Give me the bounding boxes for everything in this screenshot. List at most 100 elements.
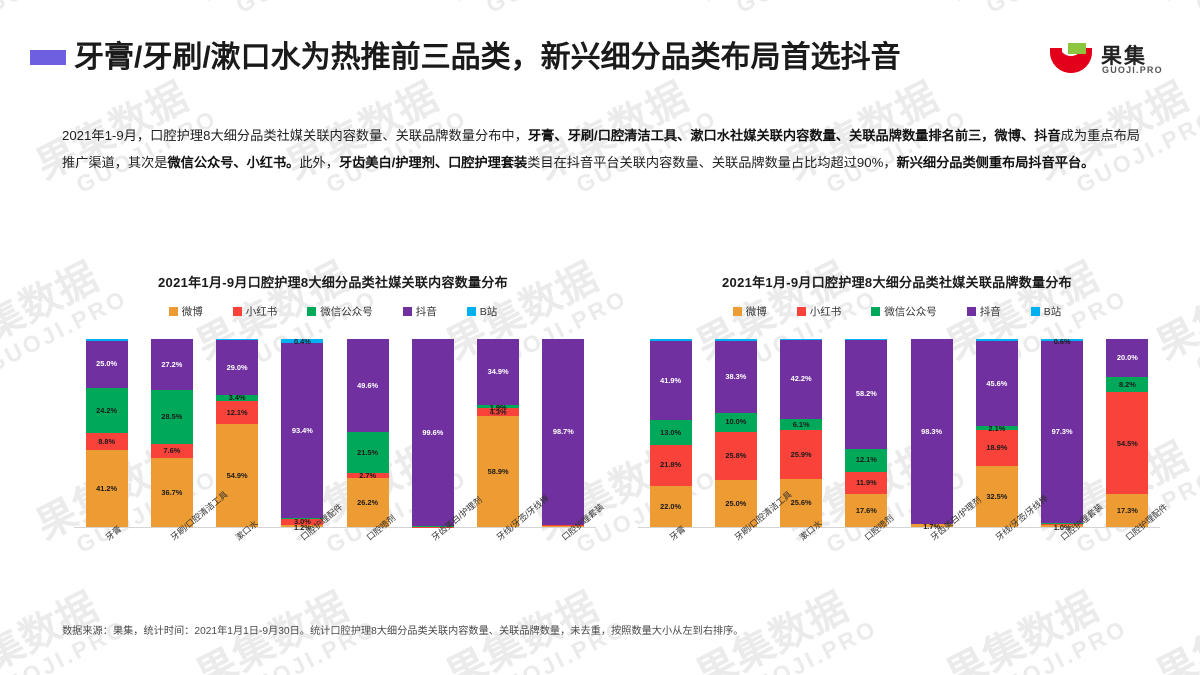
bar-segment[interactable]: 54.9% — [216, 423, 259, 527]
bar-segment[interactable]: 11.9% — [845, 471, 888, 494]
bar-segment[interactable] — [542, 524, 585, 527]
bar-segment[interactable]: 98.3% — [910, 339, 953, 524]
bar-segment[interactable]: 36.7% — [150, 458, 193, 527]
legend-item-3[interactable]: 抖音 — [966, 304, 1001, 319]
chart-legend-left: 微博 小红书 微信公众号 抖音 B站 — [52, 304, 614, 319]
bar-column[interactable]: 1.7% 98.3% — [910, 339, 953, 530]
bar-column[interactable]: 25.6% 25.9% 6.1% 42.2% — [780, 339, 823, 527]
bar-segment[interactable]: 42.2% — [780, 339, 823, 419]
bar-column[interactable]: 17.6% 11.9% 12.1% 58.2% — [845, 339, 888, 527]
bar-segment[interactable]: 27.2% — [150, 339, 193, 391]
bar-segment[interactable]: 29.0% — [216, 340, 259, 395]
bar-segment[interactable]: 22.0% — [649, 485, 692, 527]
bar-segment[interactable]: 0.4% — [281, 338, 324, 345]
bar-segment[interactable]: 21.5% — [346, 432, 389, 473]
bar-segment[interactable]: 3.4% — [216, 393, 259, 401]
bar-segment[interactable]: 28.5% — [150, 390, 193, 444]
legend-item-0[interactable]: 微博 — [168, 304, 203, 319]
bar-segment[interactable]: 0.6% — [1041, 338, 1084, 345]
legend-item-0[interactable]: 微博 — [732, 304, 767, 319]
bar-segment[interactable] — [216, 339, 259, 341]
legend-swatch-icon — [402, 307, 412, 316]
bar-segment[interactable]: 21.8% — [649, 444, 692, 486]
bar-segment[interactable]: 12.1% — [845, 448, 888, 472]
bar-segment[interactable]: 13.0% — [649, 420, 692, 445]
legend-item-1[interactable]: 小红书 — [232, 304, 277, 319]
bar-column[interactable]: 25.0% 25.8% 10.0% 38.3% — [714, 339, 757, 527]
bar-segment[interactable]: 34.9% — [477, 339, 520, 405]
bar-segment[interactable]: 58.9% — [477, 416, 520, 527]
bar-segment[interactable]: 25.0% — [714, 480, 757, 527]
source-note: 数据来源：果集，统计时间：2021年1月1日-9月30日。统计口腔护理8大细分品… — [62, 626, 744, 637]
bar-column[interactable]: 54.9% 12.1% 3.4% 29.0% — [216, 339, 259, 527]
bar-value-label: 24.2% — [96, 405, 118, 415]
bar-column[interactable]: 36.7% 7.6% 28.5% 27.2% — [150, 339, 193, 527]
bar-segment[interactable]: 1.2% — [281, 523, 324, 531]
legend-item-2[interactable]: 微信公众号 — [871, 304, 937, 319]
bar-segment[interactable]: 49.6% — [346, 339, 389, 433]
bar-column[interactable]: 17.3% 54.5% 8.2% 20.0% — [1106, 339, 1149, 527]
bar-segment[interactable]: 24.2% — [85, 387, 128, 434]
bar-segment[interactable]: 38.3% — [714, 340, 757, 413]
bar-segment[interactable]: 93.4% — [281, 342, 324, 519]
bar-segment[interactable]: 17.6% — [845, 493, 888, 527]
para-part1: 2021年1-9月，口腔护理8大细分品类社媒关联内容数量、关联品牌数量分布中， — [62, 128, 528, 143]
plot-area-left: 41.2% 8.8% 24.2% 25.0% 36.7% 7.6% 28.5% 27.2% 54… — [74, 338, 596, 531]
bar-segment[interactable]: 25.8% — [714, 431, 757, 480]
bar-column[interactable]: 1.2% 3.0% 93.4% 0.4% — [281, 338, 324, 531]
bar-segment[interactable]: 8.8% — [85, 433, 128, 450]
bar-column[interactable]: 99.6% — [411, 339, 454, 527]
bar-segment[interactable]: 7.6% — [150, 443, 193, 459]
bar-segment[interactable]: 18.9% — [975, 430, 1018, 466]
bar-segment[interactable]: 98.7% — [542, 339, 585, 525]
bar-column[interactable]: 98.7% — [542, 339, 585, 527]
bar-segment[interactable]: 2.7% — [346, 471, 389, 479]
bar-segment[interactable]: 25.6% — [780, 478, 823, 527]
bar-value-label: 6.1% — [792, 419, 810, 429]
bar-segment[interactable]: 4.3% — [477, 408, 520, 417]
bar-segment[interactable] — [714, 339, 757, 341]
legend-item-4[interactable]: B站 — [1030, 304, 1061, 319]
bar-segment[interactable]: 99.6% — [411, 339, 454, 527]
legend-item-3[interactable]: 抖音 — [402, 304, 437, 319]
bar-segment[interactable]: 12.1% — [216, 401, 259, 424]
bar-segment[interactable] — [649, 339, 692, 342]
bar-segment[interactable] — [85, 339, 128, 341]
bar-segment[interactable]: 25.9% — [780, 430, 823, 479]
bar-segment[interactable]: 1.7% — [910, 522, 953, 530]
bar-segment[interactable]: 25.0% — [85, 340, 128, 388]
legend-item-2[interactable]: 微信公众号 — [307, 304, 373, 319]
bar-segment[interactable] — [975, 339, 1018, 341]
bar-column[interactable]: 58.9% 4.3% 1.9% 34.9% — [477, 339, 520, 527]
bar-segment[interactable]: 41.9% — [649, 341, 692, 421]
bar-segment[interactable]: 1.0% — [1041, 524, 1084, 532]
bar-segment[interactable]: 8.2% — [1106, 376, 1149, 393]
bar-segment[interactable]: 26.2% — [346, 477, 389, 527]
bar-segment[interactable]: 41.2% — [85, 449, 128, 527]
bar-column[interactable]: 41.2% 8.8% 24.2% 25.0% — [85, 339, 128, 527]
bar-segment[interactable]: 97.3% — [1041, 340, 1084, 524]
bar-segment[interactable]: 58.2% — [845, 339, 888, 449]
legend-item-4[interactable]: B站 — [466, 304, 497, 319]
bar-value-label: 99.6% — [422, 427, 444, 437]
bar-segment[interactable] — [281, 518, 324, 520]
bar-segment[interactable]: 10.0% — [714, 412, 757, 432]
bar-segment[interactable]: 1.9% — [477, 403, 520, 411]
bar-column[interactable]: 26.2% 2.7% 21.5% 49.6% — [346, 339, 389, 527]
bar-segment[interactable]: 20.0% — [1106, 339, 1149, 377]
bar-segment[interactable]: 17.3% — [1106, 494, 1149, 527]
chart-panel-content-count: 2021年1月-9月口腔护理8大细分品类社媒关联内容数量分布 微博 小红书 微信公众… — [52, 268, 614, 613]
bar-value-label: 0.6% — [1053, 337, 1071, 347]
bar-column[interactable]: 1.0% 97.3% 0.6% — [1041, 338, 1084, 532]
bar-column[interactable]: 32.5% 18.9% 2.1% 45.6% — [975, 339, 1018, 527]
bar-segment[interactable]: 2.1% — [975, 425, 1018, 433]
bar-segment[interactable]: 32.5% — [975, 465, 1018, 527]
bar-segment[interactable]: 45.6% — [975, 340, 1018, 427]
bar-segment[interactable] — [1041, 523, 1084, 526]
bar-segment[interactable]: 54.5% — [1106, 392, 1149, 495]
bar-segment[interactable]: 3.0% — [281, 518, 324, 526]
bar-segment[interactable]: 6.1% — [780, 418, 823, 431]
bar-column[interactable]: 22.0% 21.8% 13.0% 41.9% — [649, 339, 692, 527]
legend-item-1[interactable]: 小红书 — [796, 304, 841, 319]
